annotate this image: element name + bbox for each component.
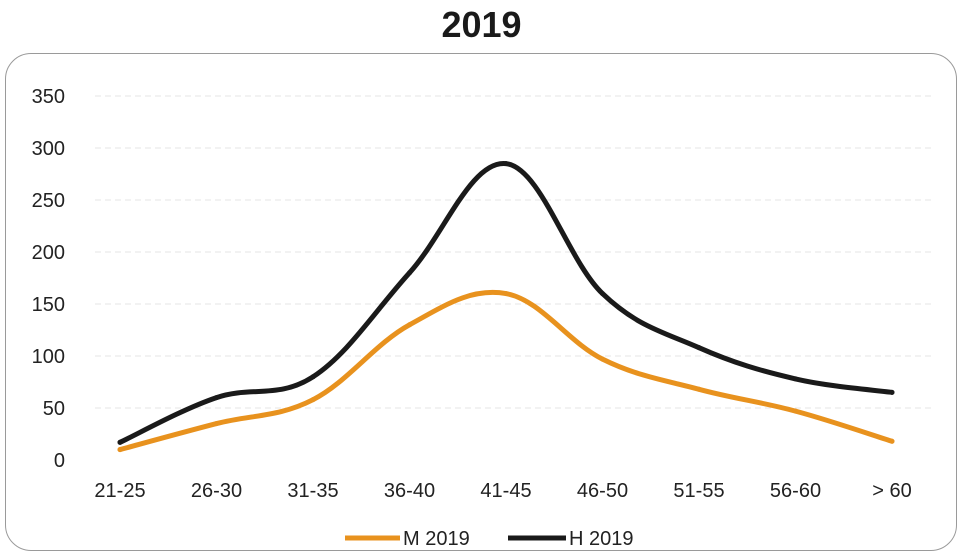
- data-point: [310, 374, 316, 380]
- data-point: [117, 439, 123, 445]
- chart-title: 2019: [441, 4, 522, 45]
- data-point: [696, 386, 702, 392]
- y-tick-label: 50: [43, 398, 65, 420]
- data-point: [117, 447, 123, 453]
- chart-frame: [5, 53, 957, 551]
- series-lines: [117, 161, 895, 453]
- y-axis-ticks: 0 50 100 150 200 250 300 350: [32, 86, 65, 472]
- y-tick-label: 300: [32, 138, 65, 160]
- gridlines: [95, 95, 935, 409]
- data-point: [214, 395, 219, 401]
- series-line-h-2019: [117, 161, 895, 445]
- data-point: [793, 376, 798, 382]
- data-point: [310, 397, 316, 403]
- legend: M 2019 H 2019: [345, 528, 634, 550]
- y-tick-label: 0: [54, 450, 65, 472]
- data-point: [696, 345, 702, 351]
- data-point: [600, 356, 605, 362]
- x-tick-label: 21-25: [94, 480, 145, 502]
- x-tick-label: 41-45: [480, 480, 531, 502]
- y-tick-label: 100: [32, 346, 65, 368]
- data-point: [407, 322, 412, 328]
- x-tick-label: 46-50: [577, 480, 628, 502]
- x-tick-label: > 60: [872, 480, 911, 502]
- x-tick-label: 56-60: [770, 480, 821, 502]
- data-point: [407, 270, 412, 276]
- data-point: [889, 389, 895, 395]
- series-line-m-2019: [117, 290, 895, 453]
- x-axis-ticks: 21-25 26-30 31-35 36-40 41-45 46-50 51-55 56-60…: [94, 480, 911, 502]
- y-tick-label: 350: [32, 86, 65, 108]
- y-tick-label: 250: [32, 190, 65, 212]
- legend-label: H 2019: [569, 528, 634, 550]
- x-tick-label: 51-55: [673, 480, 724, 502]
- x-tick-label: 36-40: [384, 480, 435, 502]
- legend-label: M 2019: [403, 528, 470, 550]
- data-point: [503, 291, 509, 297]
- data-point: [600, 291, 605, 297]
- data-point: [503, 161, 509, 167]
- data-point: [793, 408, 798, 414]
- y-tick-label: 150: [32, 294, 65, 316]
- y-tick-label: 200: [32, 242, 65, 264]
- x-tick-label: 26-30: [191, 480, 242, 502]
- x-tick-label: 31-35: [287, 480, 338, 502]
- data-point: [214, 421, 219, 427]
- data-point: [889, 438, 895, 444]
